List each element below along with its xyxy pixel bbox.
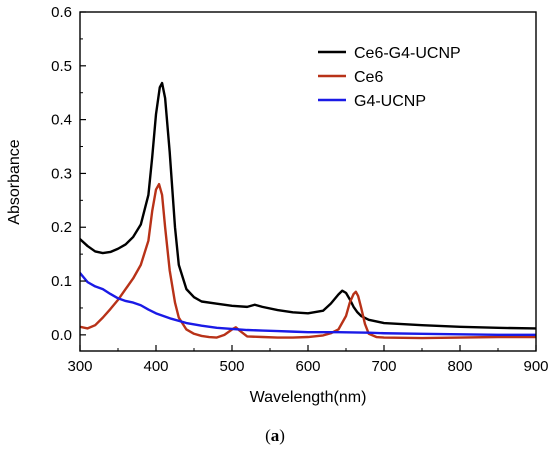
y-tick-label: 0.0 <box>51 327 72 344</box>
series-line-ce6 <box>80 182 536 340</box>
y-axis-label: Absorbance <box>6 139 23 224</box>
x-tick-label: 600 <box>295 358 320 375</box>
x-tick-label: 500 <box>219 358 244 375</box>
x-tick-label: 700 <box>371 358 396 375</box>
series-line-g4-ucnp <box>80 271 536 337</box>
x-tick-label: 800 <box>447 358 472 375</box>
x-tick-label: 300 <box>67 358 92 375</box>
x-tick-label: 900 <box>523 358 548 375</box>
y-tick-label: 0.3 <box>51 165 72 182</box>
legend-label: G4-UCNP <box>354 93 426 110</box>
caption-open-paren: ( <box>265 426 271 445</box>
series-line-ce6-g4-ucnp <box>80 81 536 330</box>
y-tick-label: 0.4 <box>51 112 72 129</box>
legend-label: Ce6 <box>354 69 383 86</box>
y-tick-label: 0.1 <box>51 273 72 290</box>
x-axis-label: Wavelength(nm) <box>250 389 367 406</box>
x-tick-label: 400 <box>143 358 168 375</box>
figure-caption: (a) <box>265 426 285 445</box>
y-tick-label: 0.5 <box>51 58 72 75</box>
legend: Ce6-G4-UCNP Ce6 G4-UCNP <box>318 45 461 110</box>
caption-close-paren: ) <box>279 426 285 445</box>
caption-letter: a <box>271 426 280 445</box>
y-tick-label: 0.2 <box>51 219 72 236</box>
plot-frame <box>79 11 537 352</box>
legend-label: Ce6-G4-UCNP <box>354 45 461 62</box>
y-tick-label: 0.6 <box>51 4 72 21</box>
